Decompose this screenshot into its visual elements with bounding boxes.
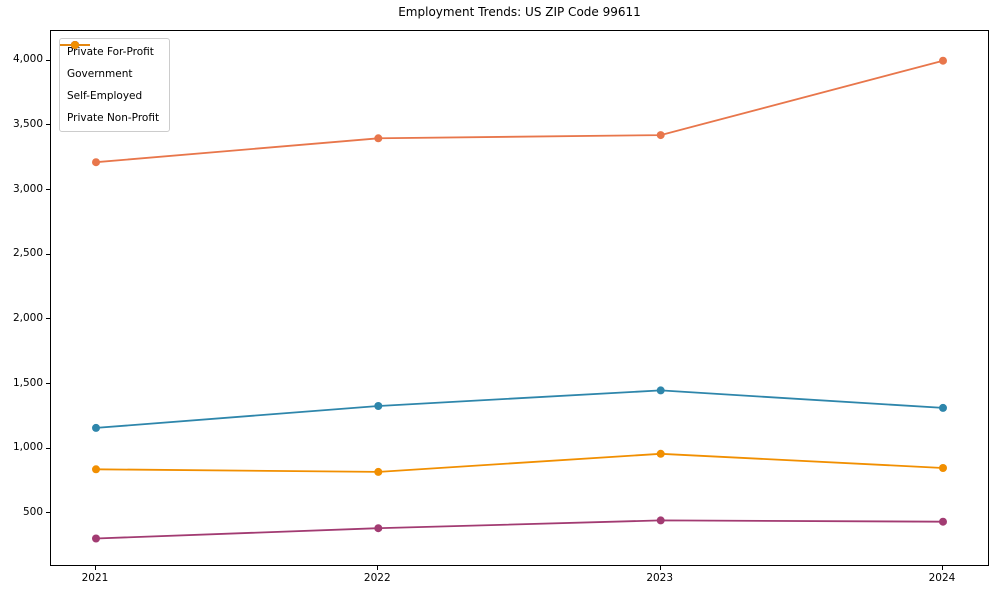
y-tick-mark [46,447,50,449]
y-tick-label: 3,500 [12,117,43,130]
legend-item-government: Government [60,41,159,82]
x-tick-mark [95,566,96,570]
marker-private-for-profit-2022 [374,134,383,143]
y-tick-label: 2,000 [12,311,43,324]
legend-item-self-employed: Self-Employed [60,41,159,104]
y-tick-label: 1,500 [12,376,43,389]
legend-label-private-for-profit: Private For-Profit [67,46,154,58]
legend-item-private-non-profit: Private Non-Profit [60,41,160,126]
y-tick-label: 3,000 [12,182,43,195]
marker-private-non-profit-2023 [656,449,665,458]
marker-government-2023 [656,386,665,395]
x-tick-label: 2023 [646,572,674,584]
x-tick-mark [377,566,379,570]
marker-private-for-profit-2023 [656,131,665,140]
y-tick-mark [46,318,50,320]
y-tick-label: 4,000 [12,53,43,66]
chart-canvas [92,56,947,543]
legend: Private For-Profit Government Self-Employe… [59,38,171,132]
y-tick-label: 500 [22,505,43,518]
line-private-non-profit [95,452,944,473]
y-tick-mark [46,189,50,190]
marker-government-2021 [92,423,100,432]
x-tick-label: 2021 [81,572,109,584]
marker-private-for-profit-2024 [939,56,947,65]
y-tick-mark [46,59,50,61]
line-private-for-profit [95,59,944,164]
line-government [95,389,944,429]
legend-label-government: Government [67,68,133,80]
x-tick-label: 2024 [928,572,956,584]
y-tick-mark [46,512,50,514]
marker-private-non-profit-2024 [939,464,947,472]
chart-title: Employment Trends: US ZIP Code 99611 [398,5,641,19]
plot-area: Private For-Profit Government Self-Employe… [50,30,989,566]
x-tick-label: 2022 [363,572,391,584]
marker-private-non-profit-2021 [92,465,100,474]
y-tick-mark [46,124,50,126]
marker-government-2024 [939,403,947,412]
legend-sample-private-non-profit [60,41,90,49]
y-tick-mark [46,253,50,255]
legend-label-private-non-profit: Private Non-Profit [67,112,160,124]
marker-self-employed-2022 [374,524,383,533]
y-tick-mark [46,383,50,384]
marker-private-non-profit-2022 [374,467,383,476]
marker-self-employed-2024 [939,517,947,526]
line-self-employed [95,519,944,540]
y-tick-label: 1,000 [12,441,43,454]
marker-private-for-profit-2021 [92,158,100,167]
marker-self-employed-2023 [656,516,665,525]
y-tick-label: 2,500 [12,247,43,260]
marker-government-2022 [374,402,383,410]
x-tick-mark [659,566,661,570]
legend-label-self-employed: Self-Employed [67,90,143,102]
x-tick-mark [942,566,943,570]
marker-self-employed-2021 [92,534,100,543]
